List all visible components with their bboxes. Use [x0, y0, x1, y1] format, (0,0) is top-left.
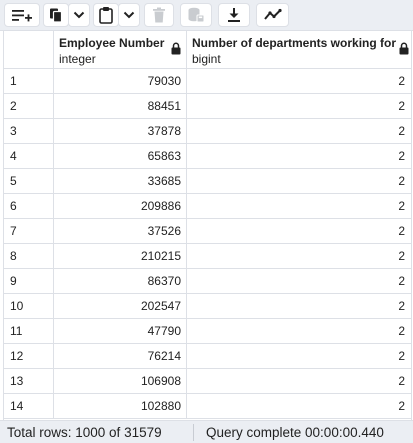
employee-number-cell[interactable]: 37878: [54, 119, 187, 144]
employee-number-cell[interactable]: 47790: [54, 319, 187, 344]
employee-number-cell[interactable]: 209886: [54, 194, 187, 219]
chevron-down-icon: [73, 10, 85, 20]
row-number-cell[interactable]: 2: [4, 94, 54, 119]
paste-button[interactable]: [93, 3, 119, 27]
row-number-cell[interactable]: 1: [4, 69, 54, 94]
employee-number-cell[interactable]: 33685: [54, 169, 187, 194]
graph-visualiser-button[interactable]: [256, 3, 289, 27]
row-number-cell[interactable]: 11: [4, 319, 54, 344]
employee-number-cell[interactable]: 106908: [54, 369, 187, 394]
query-status-label: Query complete 00:00:00.440: [206, 421, 384, 443]
column-type: bigint: [192, 52, 409, 66]
departments-count-cell[interactable]: 2: [187, 244, 412, 269]
table-row[interactable]: 12 76214 2: [4, 344, 412, 369]
add-row-icon: [11, 7, 33, 23]
table-row[interactable]: 6 209886 2: [4, 194, 412, 219]
total-rows-label: Total rows: 1000 of 31579: [7, 421, 162, 443]
departments-count-cell[interactable]: 2: [187, 94, 412, 119]
table-row[interactable]: 9 86370 2: [4, 269, 412, 294]
employee-number-cell[interactable]: 88451: [54, 94, 187, 119]
table-row[interactable]: 3 37878 2: [4, 119, 412, 144]
departments-count-cell[interactable]: 2: [187, 344, 412, 369]
status-bar: Total rows: 1000 of 31579 Query complete…: [0, 420, 413, 443]
row-number-cell[interactable]: 6: [4, 194, 54, 219]
employee-number-cell[interactable]: 76214: [54, 344, 187, 369]
employee-number-cell[interactable]: 210215: [54, 244, 187, 269]
employee-number-cell[interactable]: 65863: [54, 144, 187, 169]
table-row[interactable]: 13 106908 2: [4, 369, 412, 394]
data-grid-toolbar: [0, 0, 413, 31]
row-number-cell[interactable]: 9: [4, 269, 54, 294]
table-row[interactable]: 1 79030 2: [4, 69, 412, 94]
status-divider: [193, 424, 194, 441]
lock-icon: [399, 42, 409, 60]
employee-number-cell[interactable]: 102880: [54, 394, 187, 419]
paste-options-dropdown[interactable]: [118, 3, 140, 27]
row-number-cell[interactable]: 10: [4, 294, 54, 319]
row-number-cell[interactable]: 3: [4, 119, 54, 144]
copy-button[interactable]: [43, 3, 69, 27]
departments-count-cell[interactable]: 2: [187, 169, 412, 194]
departments-count-cell[interactable]: 2: [187, 119, 412, 144]
row-number-cell[interactable]: 14: [4, 394, 54, 419]
table-row[interactable]: 5 33685 2: [4, 169, 412, 194]
departments-count-cell[interactable]: 2: [187, 394, 412, 419]
delete-icon: [152, 7, 166, 23]
add-row-button[interactable]: [4, 3, 40, 27]
departments-count-cell[interactable]: 2: [187, 69, 412, 94]
save-data-icon: [187, 6, 205, 24]
column-header-employee-number[interactable]: Employee Number integer: [54, 31, 187, 69]
table-row[interactable]: 8 210215 2: [4, 244, 412, 269]
copy-options-dropdown[interactable]: [68, 3, 90, 27]
grid-header: Employee Number integer Number of depart…: [4, 31, 412, 69]
copy-icon: [48, 7, 64, 23]
download-button[interactable]: [218, 3, 250, 27]
save-data-button[interactable]: [180, 3, 212, 27]
table-row[interactable]: 2 88451 2: [4, 94, 412, 119]
delete-row-button[interactable]: [144, 3, 174, 27]
row-number-header[interactable]: [4, 31, 54, 69]
paste-icon: [98, 6, 114, 24]
table-row[interactable]: 11 47790 2: [4, 319, 412, 344]
table-row[interactable]: 14 102880 2: [4, 394, 412, 419]
departments-count-cell[interactable]: 2: [187, 269, 412, 294]
departments-count-cell[interactable]: 2: [187, 294, 412, 319]
row-number-cell[interactable]: 13: [4, 369, 54, 394]
table-row[interactable]: 4 65863 2: [4, 144, 412, 169]
departments-count-cell[interactable]: 2: [187, 194, 412, 219]
row-number-cell[interactable]: 4: [4, 144, 54, 169]
column-name: Employee Number: [59, 36, 182, 50]
column-type: integer: [59, 52, 182, 66]
row-number-cell[interactable]: 5: [4, 169, 54, 194]
employee-number-cell[interactable]: 79030: [54, 69, 187, 94]
download-icon: [226, 7, 242, 23]
employee-number-cell[interactable]: 37526: [54, 219, 187, 244]
employee-number-cell[interactable]: 86370: [54, 269, 187, 294]
row-number-cell[interactable]: 7: [4, 219, 54, 244]
column-header-number-of-departments[interactable]: Number of departments working for bigint: [187, 31, 412, 69]
table-row[interactable]: 10 202547 2: [4, 294, 412, 319]
graph-icon: [264, 8, 282, 22]
table-row[interactable]: 7 37526 2: [4, 219, 412, 244]
row-number-cell[interactable]: 8: [4, 244, 54, 269]
departments-count-cell[interactable]: 2: [187, 144, 412, 169]
chevron-down-icon: [123, 10, 135, 20]
departments-count-cell[interactable]: 2: [187, 219, 412, 244]
row-number-cell[interactable]: 12: [4, 344, 54, 369]
lock-icon: [171, 42, 181, 60]
departments-count-cell[interactable]: 2: [187, 319, 412, 344]
departments-count-cell[interactable]: 2: [187, 369, 412, 394]
data-output-grid: Employee Number integer Number of depart…: [3, 31, 412, 420]
employee-number-cell[interactable]: 202547: [54, 294, 187, 319]
column-name: Number of departments working for: [192, 36, 409, 50]
